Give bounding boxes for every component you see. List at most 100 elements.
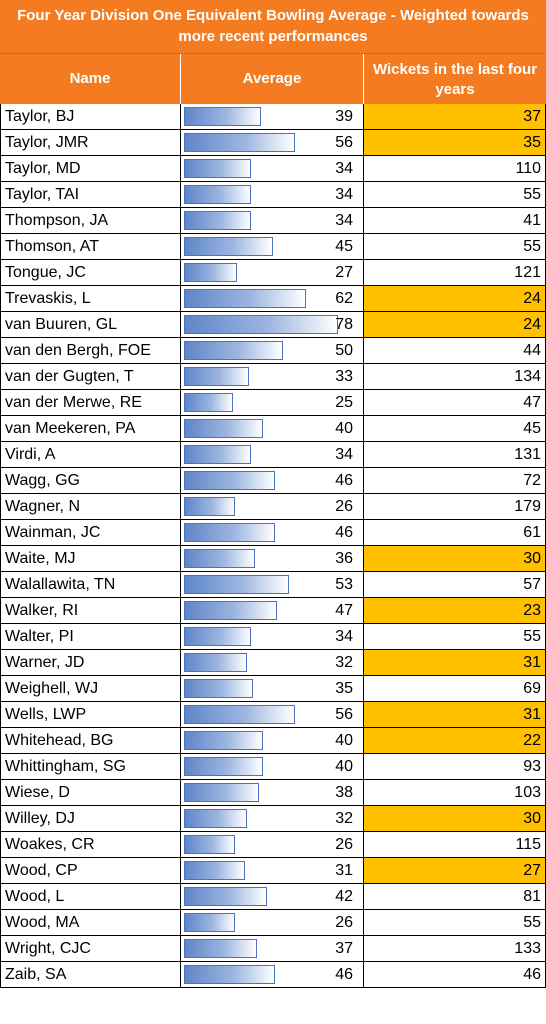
wickets-value: 23 <box>364 598 546 623</box>
wickets-value: 55 <box>364 182 546 207</box>
table-row: Weighell, WJ 35 69 <box>0 676 546 702</box>
average-bar <box>184 887 267 906</box>
wickets-value: 110 <box>364 156 546 181</box>
player-name: Wood, CP <box>0 858 181 883</box>
table-row: Taylor, JMR 56 35 <box>0 130 546 156</box>
average-value: 25 <box>335 394 353 411</box>
player-name: van Meekeren, PA <box>0 416 181 441</box>
average-bar <box>184 419 263 438</box>
average-value: 33 <box>335 368 353 385</box>
table-row: Zaib, SA 46 46 <box>0 962 546 988</box>
average-bar <box>184 185 251 204</box>
average-value: 34 <box>335 160 353 177</box>
average-bar <box>184 393 233 412</box>
player-name: van der Gugten, T <box>0 364 181 389</box>
wickets-value: 93 <box>364 754 546 779</box>
average-bar <box>184 263 237 282</box>
average-cell: 31 <box>181 858 364 883</box>
average-cell: 46 <box>181 468 364 493</box>
player-name: Whitehead, BG <box>0 728 181 753</box>
average-bar <box>184 237 273 256</box>
table-row: van der Merwe, RE 25 47 <box>0 390 546 416</box>
average-cell: 45 <box>181 234 364 259</box>
average-cell: 34 <box>181 156 364 181</box>
player-name: Wiese, D <box>0 780 181 805</box>
player-name: Walter, PI <box>0 624 181 649</box>
average-value: 34 <box>335 628 353 645</box>
average-bar <box>184 549 255 568</box>
average-value: 56 <box>335 134 353 151</box>
wickets-value: 55 <box>364 624 546 649</box>
average-value: 34 <box>335 186 353 203</box>
player-name: Whittingham, SG <box>0 754 181 779</box>
average-bar <box>184 289 306 308</box>
average-bar <box>184 133 295 152</box>
average-cell: 46 <box>181 962 364 987</box>
wickets-value: 27 <box>364 858 546 883</box>
average-cell: 42 <box>181 884 364 909</box>
average-value: 32 <box>335 810 353 827</box>
average-bar <box>184 523 275 542</box>
average-cell: 34 <box>181 208 364 233</box>
average-bar <box>184 445 251 464</box>
average-cell: 62 <box>181 286 364 311</box>
average-value: 26 <box>335 498 353 515</box>
average-bar <box>184 731 263 750</box>
average-value: 47 <box>335 602 353 619</box>
wickets-value: 121 <box>364 260 546 285</box>
average-cell: 35 <box>181 676 364 701</box>
table-row: Wood, MA 26 55 <box>0 910 546 936</box>
average-value: 26 <box>335 914 353 931</box>
average-value: 32 <box>335 654 353 671</box>
average-value: 46 <box>335 966 353 983</box>
average-value: 37 <box>335 940 353 957</box>
average-bar <box>184 575 289 594</box>
table-row: Thompson, JA 34 41 <box>0 208 546 234</box>
player-name: van Buuren, GL <box>0 312 181 337</box>
average-bar <box>184 913 235 932</box>
average-value: 56 <box>335 706 353 723</box>
table-row: Wells, LWP 56 31 <box>0 702 546 728</box>
wickets-value: 47 <box>364 390 546 415</box>
average-value: 62 <box>335 290 353 307</box>
wickets-value: 41 <box>364 208 546 233</box>
average-value: 40 <box>335 420 353 437</box>
wickets-value: 31 <box>364 650 546 675</box>
table-row: Wagner, N 26 179 <box>0 494 546 520</box>
wickets-value: 69 <box>364 676 546 701</box>
player-name: Wood, MA <box>0 910 181 935</box>
wickets-value: 134 <box>364 364 546 389</box>
player-name: Wagner, N <box>0 494 181 519</box>
average-bar <box>184 627 251 646</box>
average-bar <box>184 861 245 880</box>
wickets-value: 72 <box>364 468 546 493</box>
average-value: 45 <box>335 238 353 255</box>
table-row: Taylor, MD 34 110 <box>0 156 546 182</box>
average-bar <box>184 497 235 516</box>
average-value: 42 <box>335 888 353 905</box>
average-cell: 47 <box>181 598 364 623</box>
table-row: Waite, MJ 36 30 <box>0 546 546 572</box>
average-cell: 26 <box>181 832 364 857</box>
average-bar <box>184 809 247 828</box>
wickets-value: 37 <box>364 104 546 129</box>
table-row: Trevaskis, L 62 24 <box>0 286 546 312</box>
average-value: 31 <box>335 862 353 879</box>
player-name: van der Merwe, RE <box>0 390 181 415</box>
table-row: Wagg, GG 46 72 <box>0 468 546 494</box>
wickets-value: 81 <box>364 884 546 909</box>
average-value: 27 <box>335 264 353 281</box>
average-cell: 37 <box>181 936 364 961</box>
wickets-value: 61 <box>364 520 546 545</box>
table-row: Thomson, AT 45 55 <box>0 234 546 260</box>
wickets-value: 179 <box>364 494 546 519</box>
average-bar <box>184 159 251 178</box>
player-name: Zaib, SA <box>0 962 181 987</box>
table-row: van Meekeren, PA 40 45 <box>0 416 546 442</box>
average-cell: 26 <box>181 910 364 935</box>
average-bar <box>184 679 253 698</box>
player-name: Taylor, BJ <box>0 104 181 129</box>
average-value: 38 <box>335 784 353 801</box>
header-wickets: Wickets in the last four years <box>364 54 546 104</box>
average-cell: 53 <box>181 572 364 597</box>
